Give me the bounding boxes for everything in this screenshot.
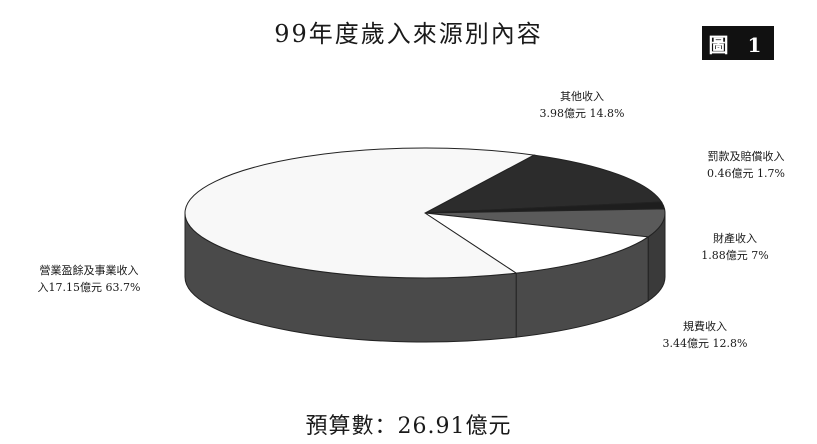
budget-total: 預算數：26.91億元: [305, 414, 512, 439]
pie-slice-4: [424, 154, 663, 214]
figure-badge: 圖 1: [702, 26, 774, 60]
label-business-value: 入17.15億元 63.7%: [37, 281, 141, 294]
pie-slice-1: [424, 212, 650, 274]
label-fines: 罰款及賠償收入 0.46億元 1.7%: [676, 148, 816, 182]
label-fees-name: 規費收入: [683, 320, 727, 333]
label-fees-value: 3.44億元 12.8%: [662, 337, 748, 350]
label-other: 其他收入 3.98億元 14.8%: [522, 88, 642, 122]
pie-slice-0: [184, 147, 536, 279]
pie-slice-2: [424, 208, 666, 238]
chart-title: 99年度歲入來源別內容: [274, 20, 543, 48]
label-fines-value: 0.46億元 1.7%: [707, 167, 785, 180]
label-property-name: 財產收入: [713, 232, 757, 245]
label-property-value: 1.88億元 7%: [701, 249, 769, 262]
pie-side-walls: [184, 212, 666, 343]
label-fines-name: 罰款及賠償收入: [707, 150, 785, 163]
pie-top: [184, 147, 666, 279]
label-other-name: 其他收入: [560, 90, 604, 103]
label-other-value: 3.98億元 14.8%: [539, 107, 625, 120]
label-business: 營業盈餘及事業收入 入17.15億元 63.7%: [14, 262, 164, 296]
label-property: 財產收入 1.88億元 7%: [676, 230, 794, 264]
label-business-name: 營業盈餘及事業收入: [39, 264, 139, 277]
label-fees: 規費收入 3.44億元 12.8%: [640, 318, 770, 352]
